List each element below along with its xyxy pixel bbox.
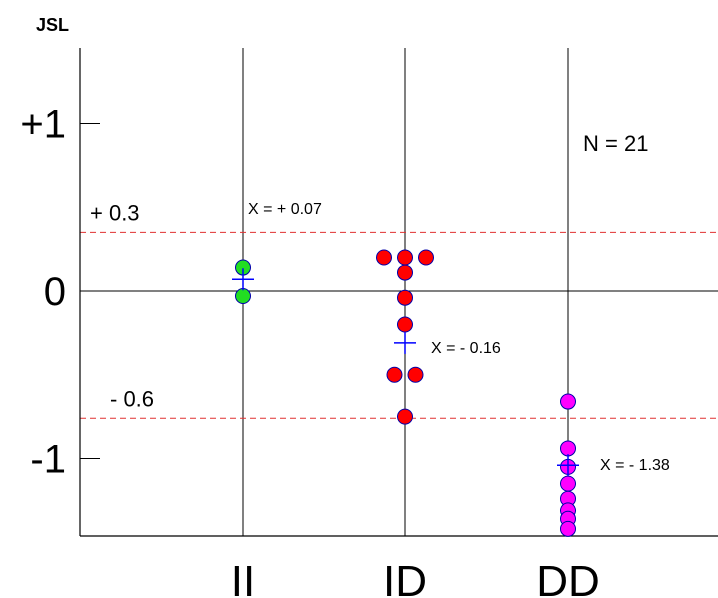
y-tick-label: +1: [20, 103, 66, 147]
data-point-id: [397, 408, 413, 425]
mean-label-dd: X = - 1.38: [600, 457, 670, 474]
reference-line-label: - 0.6: [110, 386, 154, 411]
y-axis-label: JSL: [36, 15, 69, 35]
data-point-dd: [560, 440, 576, 457]
data-point-id: [407, 366, 424, 383]
y-tick-label: -1: [30, 438, 66, 482]
reference-line-label: + 0.3: [90, 200, 140, 225]
x-tick-label-id: ID: [383, 557, 427, 598]
n-count-label: N = 21: [583, 131, 648, 156]
mean-label-ii: X = + 0.07: [248, 201, 322, 218]
data-point-id: [376, 249, 392, 266]
data-point-dd: [560, 475, 576, 492]
data-point-dd: [560, 520, 576, 537]
data-point-id: [386, 366, 403, 383]
data-point-ii: [235, 288, 251, 305]
mean-label-id: X = - 0.16: [431, 340, 501, 357]
data-point-dd: [560, 393, 576, 410]
data-point-id: [397, 316, 413, 333]
y-tick-label: 0: [44, 270, 66, 314]
data-point-id: [397, 289, 413, 306]
data-point-id: [397, 249, 413, 266]
data-point-id: [418, 249, 434, 266]
data-point-id: [397, 264, 413, 281]
x-tick-label-dd: DD: [536, 557, 600, 598]
x-tick-label-ii: II: [231, 557, 255, 598]
